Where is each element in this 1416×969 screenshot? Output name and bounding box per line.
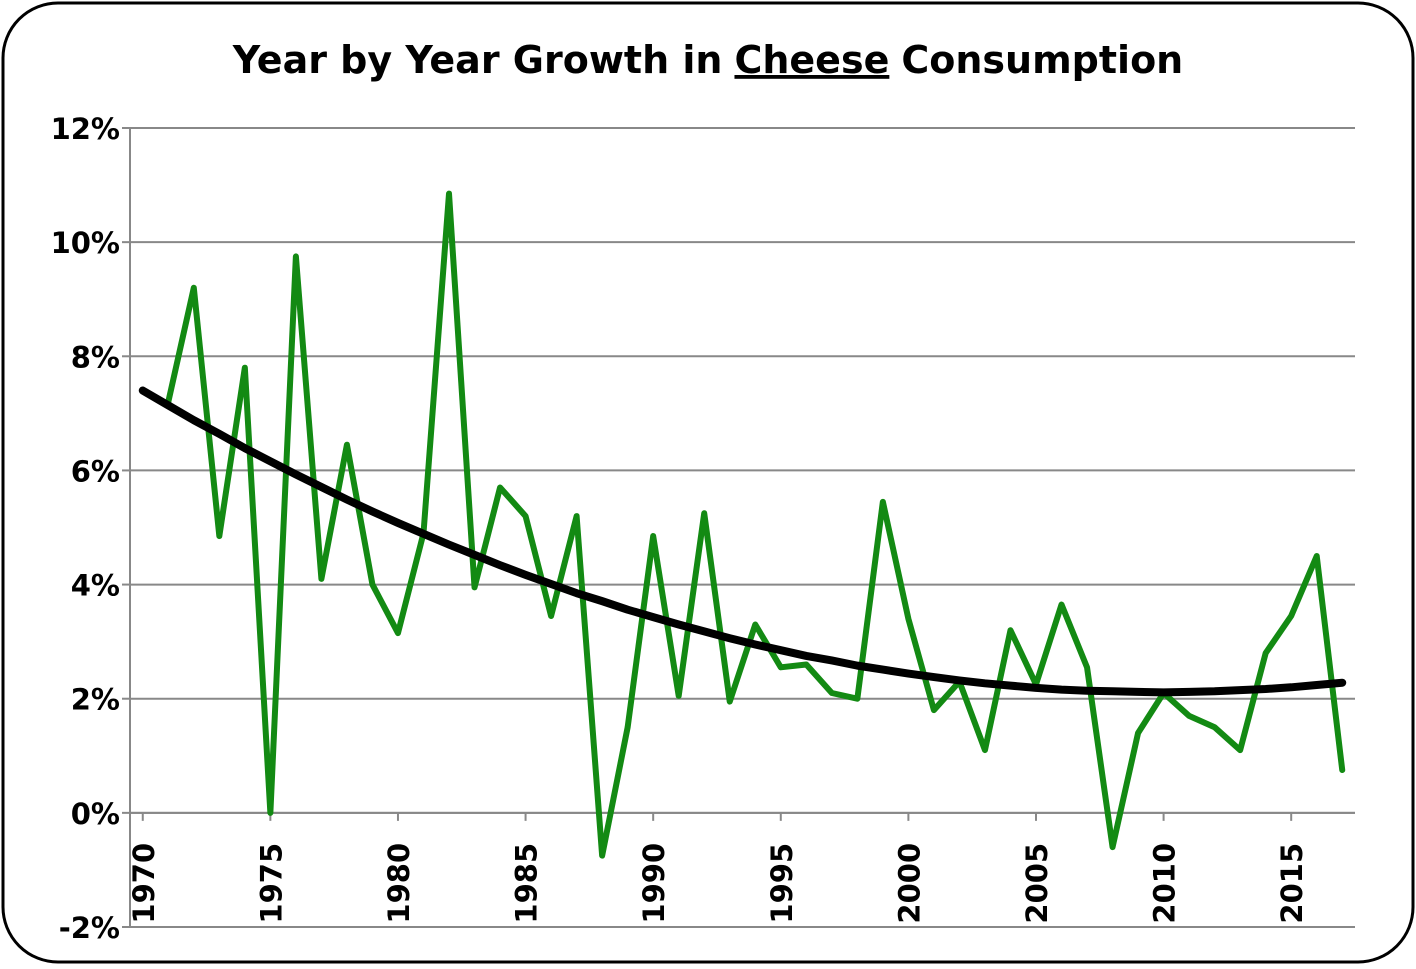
y-tick-label: -2% [59,911,120,945]
title-part: Consumption [901,38,1183,82]
x-tick-label: 1995 [765,843,799,924]
x-tick-label: 2000 [892,843,926,924]
x-tick-label: 2015 [1275,843,1309,924]
y-tick-label: 6% [71,454,120,488]
x-tick-label: 1970 [127,843,161,924]
title-part: Year by Year Growth in [232,38,723,82]
x-tick-label: 1975 [254,843,288,924]
y-tick-label: 12% [51,112,120,146]
y-tick-label: 2% [71,683,120,717]
x-tick-label: 1990 [637,843,671,924]
x-tick-label: 1985 [510,843,544,924]
x-tick-label: 2005 [1020,843,1054,924]
x-tick-label: 1980 [382,843,416,924]
y-tick-label: 10% [51,226,120,260]
title-emphasis: Cheese [734,38,889,82]
y-tick-label: 4% [71,569,120,603]
series-line [138,386,1347,697]
y-tick-label: 8% [71,340,120,374]
chart-title: Year by Year Growth in Cheese Consumption [232,38,1183,82]
x-tick-label: 2010 [1148,843,1182,924]
series-line [165,190,1346,859]
y-tick-label: 0% [71,797,120,831]
